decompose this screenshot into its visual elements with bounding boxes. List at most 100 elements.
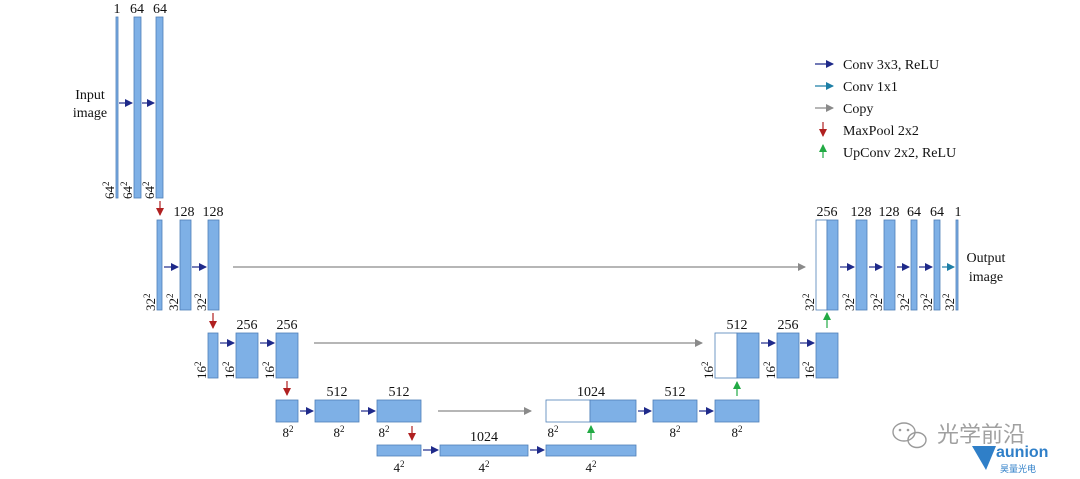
feature-map-block xyxy=(115,16,119,199)
channel-label: 1 xyxy=(955,205,962,220)
resolution-label: 322 xyxy=(869,294,885,312)
level-2-decoder: 256 128 128 64 64 1 xyxy=(815,205,962,311)
resolution-label: 642 xyxy=(119,182,135,200)
resolution-label: 162 xyxy=(700,362,716,380)
channel-label: 1 xyxy=(114,2,121,17)
channel-label: 256 xyxy=(817,205,838,220)
feature-map-block xyxy=(736,332,760,379)
resolution-labels: 6426426423223223223223223223223223221621… xyxy=(101,182,957,380)
output-label-line1: Output xyxy=(967,251,1006,266)
level-4-encoder: 512 512 xyxy=(275,385,422,423)
watermark-brand: aunion xyxy=(996,444,1048,461)
resolution-label: 82 xyxy=(670,424,681,440)
channel-label: 128 xyxy=(851,205,872,220)
channel-label: 256 xyxy=(277,318,298,333)
channel-label: 64 xyxy=(907,205,921,220)
resolution-label: 322 xyxy=(919,294,935,312)
resolution-label: 322 xyxy=(841,294,857,312)
feature-map-block xyxy=(910,219,918,311)
resolution-label: 82 xyxy=(283,424,294,440)
brand-logo-icon xyxy=(972,446,996,470)
wechat-icon xyxy=(892,422,927,449)
legend: Conv 3x3, ReLU Conv 1x1 Copy MaxPool 2x2… xyxy=(815,58,956,161)
input-label-line2: image xyxy=(73,106,107,121)
channel-label: 256 xyxy=(778,318,799,333)
resolution-label: 82 xyxy=(732,424,743,440)
resolution-label: 322 xyxy=(193,294,209,312)
watermark: 光学前沿 aunion 昊量光电 xyxy=(892,422,1048,474)
channel-label: 256 xyxy=(237,318,258,333)
feature-map-block xyxy=(376,399,422,423)
legend-copy-label: Copy xyxy=(843,102,873,117)
resolution-label: 162 xyxy=(193,362,209,380)
copied-feature-block xyxy=(714,332,738,379)
level-3-encoder: 256 256 xyxy=(207,318,299,379)
feature-map-block xyxy=(652,399,698,423)
resolution-label: 162 xyxy=(261,362,277,380)
feature-map-block xyxy=(933,219,941,311)
channel-label: 512 xyxy=(727,318,748,333)
copied-feature-block xyxy=(815,219,828,311)
channel-label: 64 xyxy=(130,2,144,17)
resolution-label: 82 xyxy=(548,424,559,440)
level-4-decoder: 1024 512 xyxy=(545,385,760,423)
output-label-line2: image xyxy=(969,270,1003,285)
feature-map-block xyxy=(883,219,896,311)
resolution-label: 322 xyxy=(142,294,158,312)
legend-conv1-label: Conv 1x1 xyxy=(843,80,898,95)
resolution-labels-horizontal: 82 82 82 82 82 82 42 42 42 xyxy=(283,424,743,475)
resolution-label: 162 xyxy=(801,362,817,380)
feature-map-block xyxy=(826,219,839,311)
resolution-label: 162 xyxy=(762,362,778,380)
feature-map-block xyxy=(207,219,220,311)
resolution-label: 322 xyxy=(165,294,181,312)
output-block xyxy=(955,219,959,311)
channel-label: 512 xyxy=(389,385,410,400)
feature-map-block xyxy=(207,332,219,379)
channel-label: 64 xyxy=(930,205,944,220)
bottleneck: 1024 xyxy=(376,430,637,457)
level-1-encoder: 1 64 64 xyxy=(114,2,167,199)
resolution-label: 642 xyxy=(101,182,117,200)
feature-map-block xyxy=(376,444,422,457)
feature-map-block xyxy=(439,444,529,457)
resolution-label: 322 xyxy=(941,294,957,312)
copied-feature-block xyxy=(545,399,591,423)
level-3-decoder: 512 256 xyxy=(714,318,839,379)
feature-map-block xyxy=(545,444,637,457)
resolution-label: 42 xyxy=(586,459,597,475)
resolution-label: 82 xyxy=(334,424,345,440)
feature-map-block xyxy=(815,332,839,379)
feature-map-block xyxy=(589,399,637,423)
feature-map-block xyxy=(235,332,259,379)
feature-map-block xyxy=(156,219,163,311)
feature-map-block xyxy=(179,219,192,311)
feature-map-block xyxy=(855,219,868,311)
resolution-label: 322 xyxy=(896,294,912,312)
legend-conv3-label: Conv 3x3, ReLU xyxy=(843,58,939,73)
feature-map-block xyxy=(275,332,299,379)
input-label-line1: Input xyxy=(75,88,105,103)
channel-label: 128 xyxy=(203,205,224,220)
feature-map-block xyxy=(314,399,360,423)
feature-map-block xyxy=(275,399,299,423)
resolution-label: 322 xyxy=(801,294,817,312)
level-2-encoder: 128 128 xyxy=(156,205,224,311)
watermark-channel-name: 光学前沿 xyxy=(937,422,1025,447)
watermark-brand-cn: 昊量光电 xyxy=(1000,463,1036,474)
resolution-label: 162 xyxy=(221,362,237,380)
legend-maxpool-label: MaxPool 2x2 xyxy=(843,124,919,139)
channel-label: 512 xyxy=(665,385,686,400)
resolution-label: 642 xyxy=(141,182,157,200)
feature-map-block xyxy=(155,16,164,199)
channel-label: 64 xyxy=(153,2,167,17)
resolution-label: 42 xyxy=(479,459,490,475)
resolution-label: 82 xyxy=(379,424,390,440)
legend-upconv-label: UpConv 2x2, ReLU xyxy=(843,146,956,161)
channel-label: 1024 xyxy=(470,430,498,445)
channel-label: 512 xyxy=(327,385,348,400)
resolution-label: 42 xyxy=(394,459,405,475)
channel-label: 128 xyxy=(879,205,900,220)
feature-map-block xyxy=(714,399,760,423)
